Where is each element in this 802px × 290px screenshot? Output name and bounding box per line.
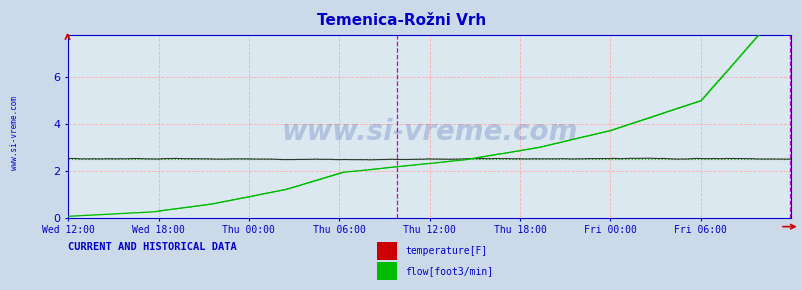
Text: CURRENT AND HISTORICAL DATA: CURRENT AND HISTORICAL DATA — [68, 242, 237, 252]
Text: flow[foot3/min]: flow[foot3/min] — [405, 266, 493, 276]
Text: temperature[F]: temperature[F] — [405, 246, 487, 256]
Text: www.si-vreme.com: www.si-vreme.com — [281, 118, 577, 146]
Text: www.si-vreme.com: www.si-vreme.com — [10, 96, 18, 171]
Text: Temenica-Rožni Vrh: Temenica-Rožni Vrh — [317, 13, 485, 28]
